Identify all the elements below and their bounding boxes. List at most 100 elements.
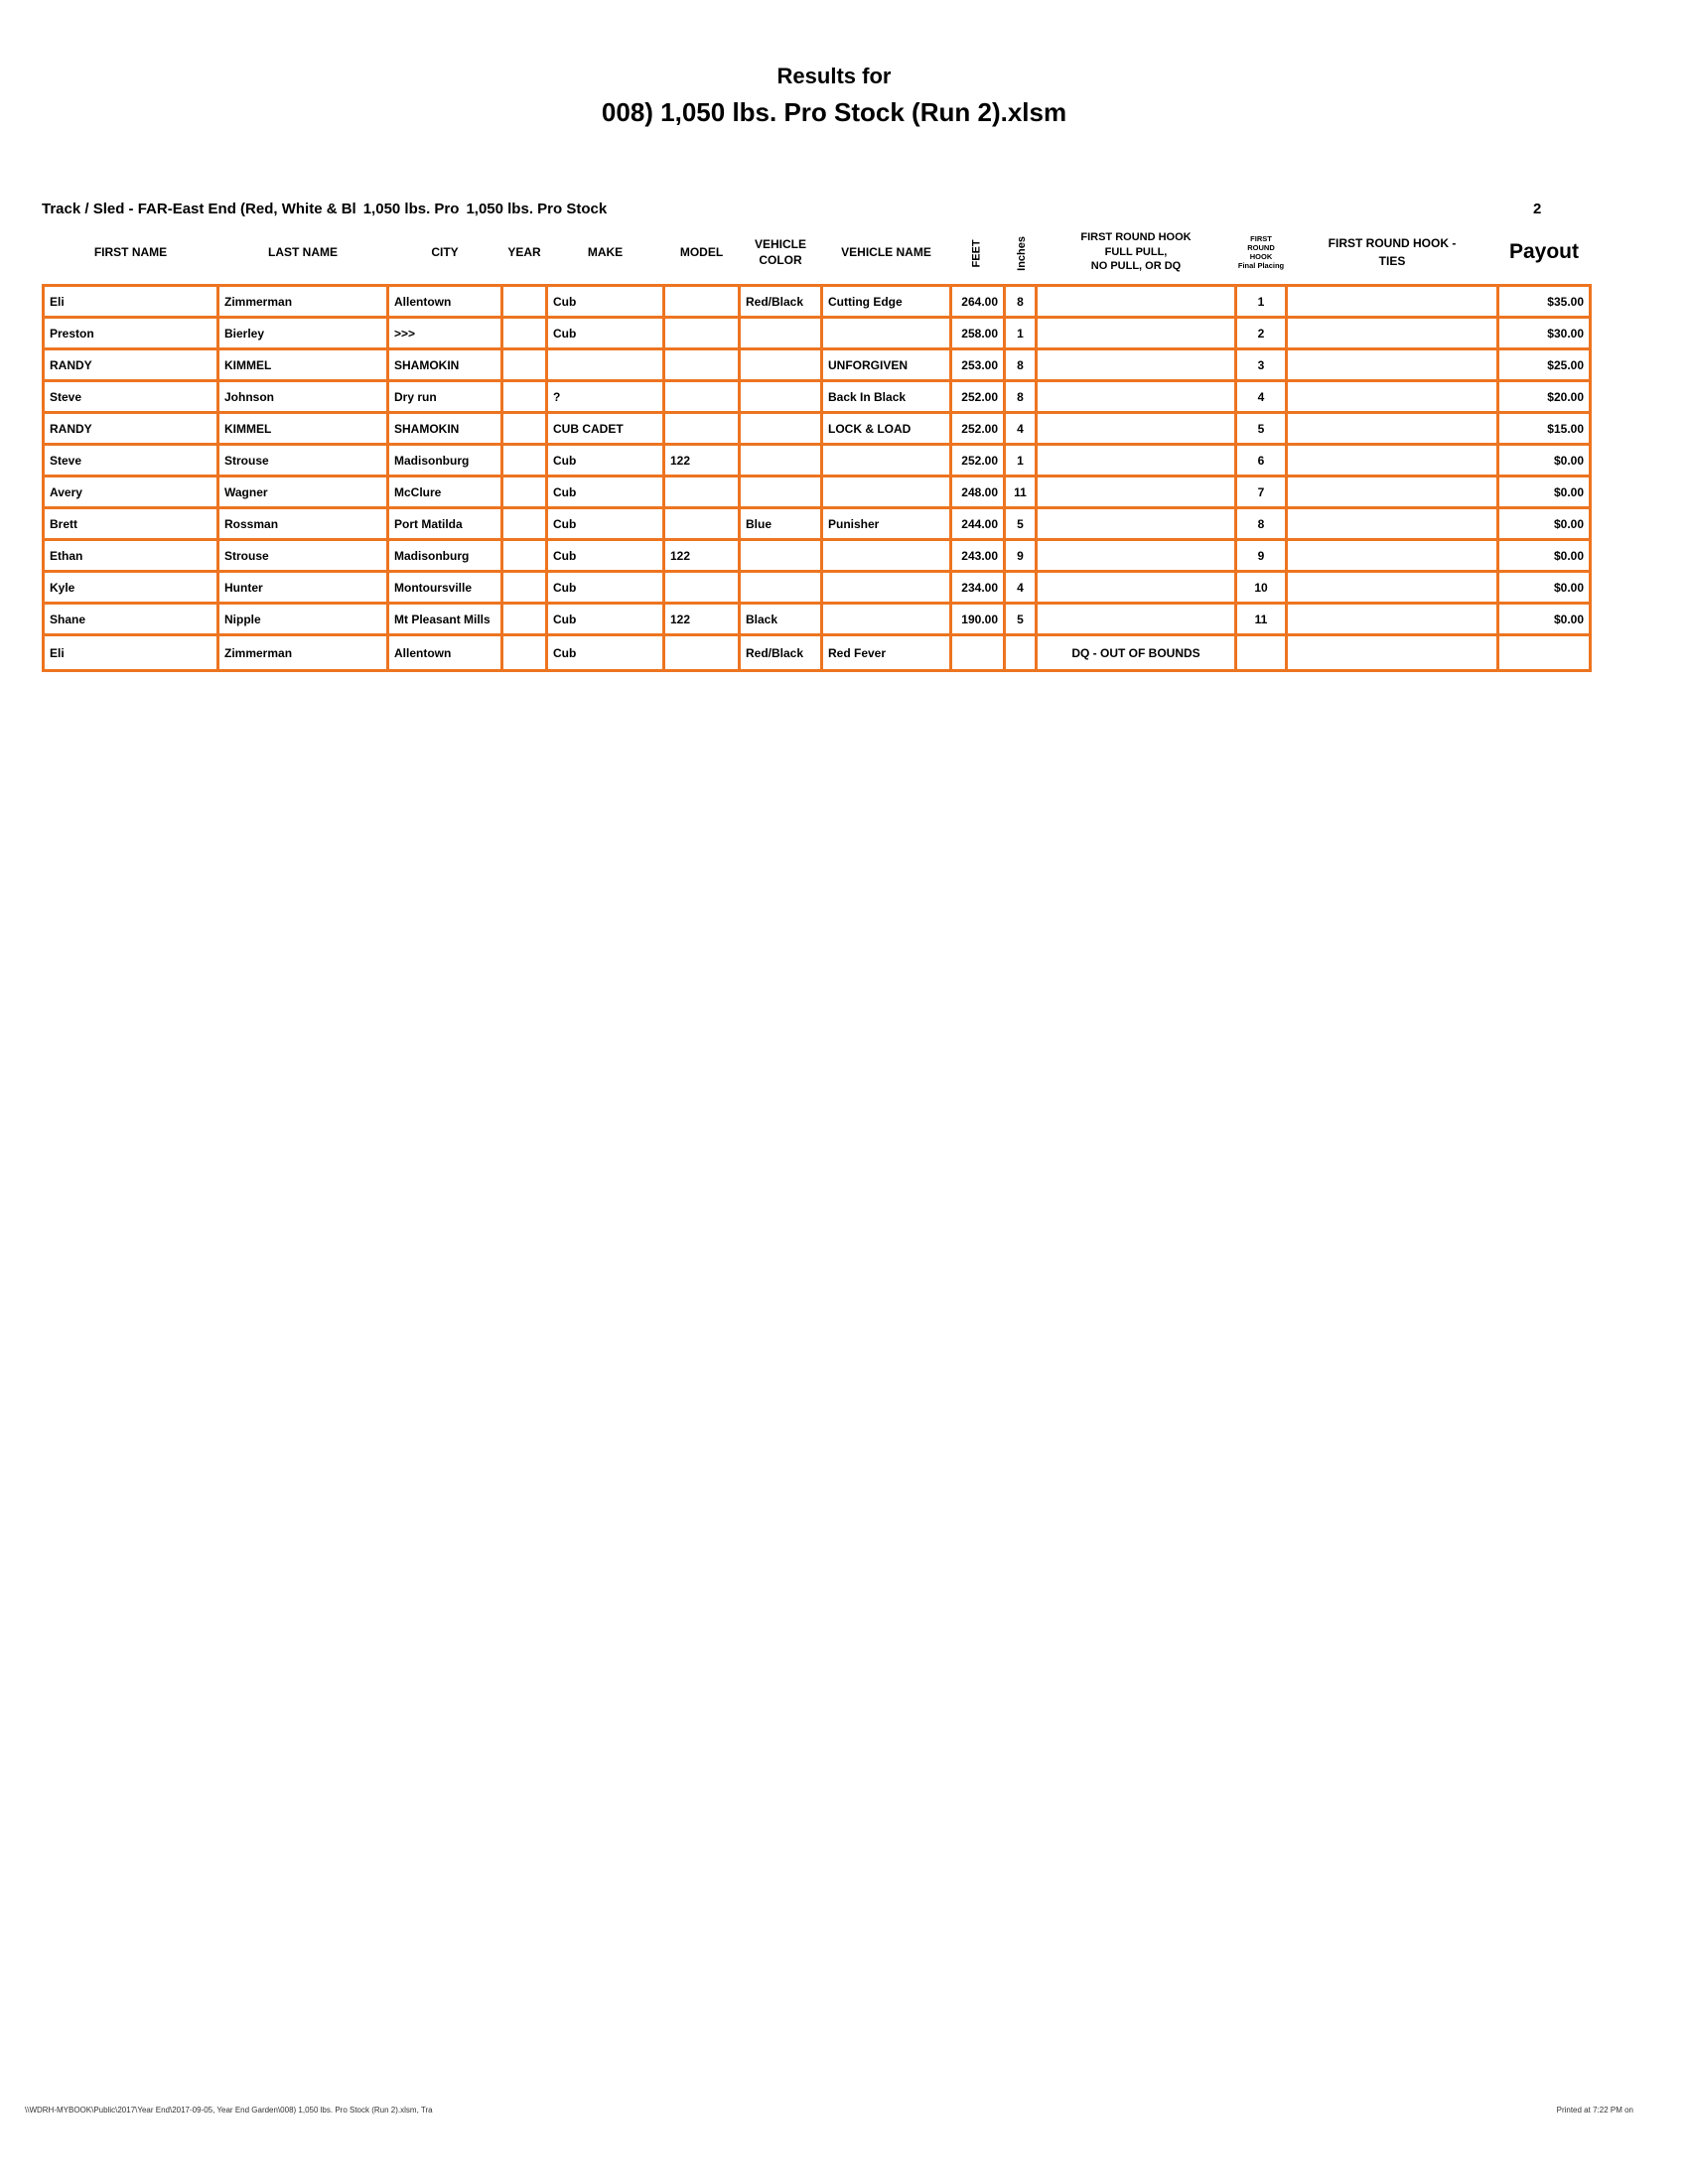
cell-ties <box>1285 379 1499 414</box>
cell-year <box>500 506 548 541</box>
cell-city: >>> <box>386 316 503 350</box>
cell-first-name: Preston <box>42 316 219 350</box>
cell-make: Cub <box>545 284 665 319</box>
cell-make: Cub <box>545 570 665 605</box>
cell-year <box>500 475 548 509</box>
cell-make: Cub <box>545 316 665 350</box>
footer-printed-timestamp: Printed at 7:22 PM on <box>1556 2106 1633 2115</box>
class-label-full: 1,050 lbs. Pro Stock <box>466 201 608 217</box>
cell-inches: 8 <box>1003 379 1038 414</box>
cell-placing: 10 <box>1234 570 1288 605</box>
col-header-payout: Payout <box>1508 239 1579 263</box>
col-header-make: MAKE <box>587 244 624 259</box>
cell-city: SHAMOKIN <box>386 347 503 382</box>
cell-city: SHAMOKIN <box>386 411 503 446</box>
cell-model <box>662 347 741 382</box>
cell-inches: 1 <box>1003 443 1038 478</box>
cell-ties <box>1285 443 1499 478</box>
cell-vehicle-name: UNFORGIVEN <box>820 347 952 382</box>
cell-year <box>500 570 548 605</box>
cell-city: Allentown <box>386 633 503 672</box>
feet-rotated-label: FEET <box>971 238 984 268</box>
cell-make: ? <box>545 379 665 414</box>
cell-payout: $0.00 <box>1496 570 1592 605</box>
results-table: FIRST NAME LAST NAME CITY YEAR MAKE MODE… <box>42 220 1592 672</box>
cell-vehicle-color: Red/Black <box>738 633 823 672</box>
cell-ties <box>1285 602 1499 636</box>
cell-ties <box>1285 284 1499 319</box>
cell-year <box>500 411 548 446</box>
cell-hook <box>1035 506 1237 541</box>
results-table-body: Eli Zimmerman Allentown Cub Red/Black Cutting… <box>42 284 1592 672</box>
cell-model: 122 <box>662 443 741 478</box>
cell-vehicle-name: LOCK & LOAD <box>820 411 952 446</box>
cell-hook <box>1035 570 1237 605</box>
cell-first-name: Shane <box>42 602 219 636</box>
cell-last-name: Zimmerman <box>216 284 389 319</box>
cell-model <box>662 506 741 541</box>
cell-vehicle-name <box>820 602 952 636</box>
cell-first-name: Ethan <box>42 538 219 573</box>
cell-hook <box>1035 602 1237 636</box>
cell-feet: 190.00 <box>949 602 1006 636</box>
cell-placing <box>1234 633 1288 672</box>
footer-file-path: \\WDRH-MYBOOK\Public\2017\Year End\2017-… <box>25 2106 433 2115</box>
cell-placing: 7 <box>1234 475 1288 509</box>
cell-vehicle-color: Black <box>738 602 823 636</box>
table-row: Ethan Strouse Madisonburg Cub 122 243.00 9 9 $0.… <box>42 538 1592 573</box>
cell-inches: 4 <box>1003 570 1038 605</box>
cell-city: Allentown <box>386 284 503 319</box>
cell-vehicle-color <box>738 379 823 414</box>
cell-ties <box>1285 570 1499 605</box>
results-table-header: FIRST NAME LAST NAME CITY YEAR MAKE MODE… <box>44 220 1591 286</box>
cell-vehicle-color <box>738 443 823 478</box>
table-row: Brett Rossman Port Matilda Cub Blue Punisher 2… <box>42 506 1592 541</box>
page-title: Results for <box>776 64 892 88</box>
cell-feet: 243.00 <box>949 538 1006 573</box>
cell-ties <box>1285 316 1499 350</box>
table-row: Kyle Hunter Montoursville Cub 234.00 4 10 $0.00 <box>42 570 1592 605</box>
cell-model <box>662 316 741 350</box>
col-header-first-round-hook-result: FIRST ROUND HOOK FULL PULL, NO PULL, OR … <box>1080 230 1192 273</box>
cell-city: Dry run <box>386 379 503 414</box>
cell-vehicle-color <box>738 475 823 509</box>
cell-first-name: Steve <box>42 443 219 478</box>
cell-hook <box>1035 443 1237 478</box>
cell-last-name: Strouse <box>216 538 389 573</box>
cell-make <box>545 347 665 382</box>
cell-city: Mt Pleasant Mills <box>386 602 503 636</box>
cell-last-name: KIMMEL <box>216 411 389 446</box>
cell-make: Cub <box>545 633 665 672</box>
cell-placing: 2 <box>1234 316 1288 350</box>
table-row: Shane Nipple Mt Pleasant Mills Cub 122 Black 1… <box>42 602 1592 636</box>
cell-ties <box>1285 347 1499 382</box>
cell-vehicle-name <box>820 316 952 350</box>
cell-first-name: Kyle <box>42 570 219 605</box>
table-row: Avery Wagner McClure Cub 248.00 11 7 $0.00 <box>42 475 1592 509</box>
col-header-city: CITY <box>431 244 459 259</box>
cell-hook <box>1035 316 1237 350</box>
cell-vehicle-color <box>738 411 823 446</box>
cell-model <box>662 570 741 605</box>
table-row: RANDY KIMMEL SHAMOKIN UNFORGIVEN 253.00 8 3 $25… <box>42 347 1592 382</box>
cell-ties <box>1285 475 1499 509</box>
cell-feet: 248.00 <box>949 475 1006 509</box>
cell-payout: $35.00 <box>1496 284 1592 319</box>
cell-inches: 5 <box>1003 506 1038 541</box>
cell-hook <box>1035 475 1237 509</box>
col-header-feet: FEET <box>951 220 1005 286</box>
cell-last-name: Rossman <box>216 506 389 541</box>
cell-first-name: RANDY <box>42 411 219 446</box>
cell-inches: 1 <box>1003 316 1038 350</box>
cell-vehicle-name: Back In Black <box>820 379 952 414</box>
cell-last-name: Nipple <box>216 602 389 636</box>
col-header-vehicle-name: VEHICLE NAME <box>841 244 931 259</box>
cell-city: Madisonburg <box>386 443 503 478</box>
cell-last-name: Zimmerman <box>216 633 389 672</box>
col-header-year: YEAR <box>507 244 541 259</box>
cell-payout: $0.00 <box>1496 475 1592 509</box>
cell-vehicle-name <box>820 443 952 478</box>
cell-last-name: Johnson <box>216 379 389 414</box>
cell-model: 122 <box>662 602 741 636</box>
